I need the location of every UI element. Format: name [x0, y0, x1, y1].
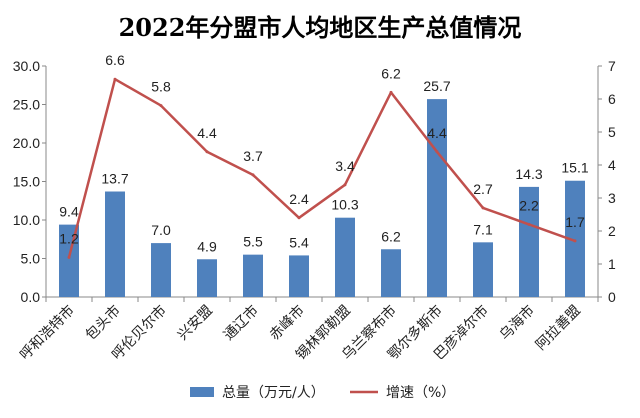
line-point — [159, 104, 163, 108]
y-left-tick-label: 30.0 — [13, 58, 40, 74]
line-value-label: 2.2 — [519, 197, 539, 213]
line-value-label: 4.4 — [427, 125, 447, 141]
bar — [105, 191, 125, 297]
category-label: 乌海市 — [496, 302, 538, 344]
bar-value-label: 5.5 — [243, 234, 263, 250]
bar-value-label: 6.2 — [381, 228, 401, 244]
growth-line — [67, 77, 576, 258]
line-point — [435, 150, 439, 154]
axes: 0.0 5.0 10.0 15.0 20.0 25.0 30.0 0 1 2 3 4 5 6 7 — [13, 58, 616, 305]
bar — [289, 255, 309, 297]
line-point — [481, 206, 485, 210]
bar — [197, 259, 217, 297]
line-value-label: 2.7 — [473, 181, 493, 197]
bar-value-label: 7.0 — [151, 222, 171, 238]
category-label: 通辽市 — [220, 302, 262, 344]
bar-value-label: 25.7 — [423, 78, 450, 94]
line-value-label: 2.4 — [289, 191, 309, 207]
category-label: 包头市 — [82, 302, 124, 344]
legend-line-label: 增速（%） — [386, 385, 455, 401]
legend-bar-swatch — [190, 387, 214, 397]
line-point — [389, 90, 393, 94]
category-label: 赤峰市 — [266, 302, 308, 344]
category-label: 呼和浩特市 — [16, 302, 78, 364]
y-left-tick-label: 0.0 — [21, 289, 41, 305]
line-point — [67, 255, 71, 259]
y-left-tick-label: 20.0 — [13, 135, 40, 151]
bar — [335, 217, 355, 297]
line-point — [297, 216, 301, 220]
y-right-tick-label: 3 — [608, 190, 616, 206]
y-right-tick-label: 4 — [608, 157, 616, 173]
bar — [381, 249, 401, 297]
line-point — [205, 150, 209, 154]
line-point — [113, 77, 117, 81]
bar — [427, 99, 447, 297]
y-left-tick-label: 10.0 — [13, 212, 40, 228]
bar-value-label: 14.3 — [515, 166, 542, 182]
y-right-tick-label: 7 — [608, 58, 616, 74]
line-value-label: 1.2 — [59, 230, 79, 246]
bar-value-label: 13.7 — [101, 171, 128, 187]
y-left-tick-label: 15.0 — [13, 174, 40, 190]
y-right-tick-label: 2 — [608, 223, 616, 239]
line-point — [343, 183, 347, 187]
bar-value-label: 7.1 — [473, 221, 493, 237]
line-value-label: 6.2 — [381, 65, 401, 81]
line-value-label: 3.4 — [335, 158, 355, 174]
bar — [473, 242, 493, 297]
chart-title: 2022年分盟市人均地区生产总值情况 — [119, 13, 522, 42]
line-value-label: 1.7 — [565, 214, 585, 230]
y-left-tick-label: 25.0 — [13, 97, 40, 113]
bar — [151, 243, 171, 297]
bar-value-label: 15.1 — [561, 160, 588, 176]
y-right-tick-label: 6 — [608, 91, 616, 107]
y-right-tick-label: 1 — [608, 256, 616, 272]
line-series — [67, 77, 577, 259]
y-left-tick-label: 5.0 — [21, 251, 41, 267]
line-point — [527, 222, 531, 226]
legend: 总量（万元/人） 增速（%） — [190, 385, 455, 401]
bar-value-label: 9.4 — [59, 204, 79, 220]
bar — [243, 254, 263, 297]
legend-bar-label: 总量（万元/人） — [222, 385, 325, 401]
category-label: 兴安盟 — [175, 303, 216, 344]
bar-value-label: 10.3 — [331, 197, 358, 213]
line-value-label: 3.7 — [243, 148, 263, 164]
bar — [565, 180, 585, 297]
line-point — [251, 173, 255, 177]
bar — [519, 186, 539, 297]
category-label: 阿拉善盟 — [533, 303, 584, 354]
line-point — [573, 239, 577, 243]
bar-value-label: 5.4 — [289, 234, 309, 250]
line-value-label: 5.8 — [151, 79, 171, 95]
data-labels: 9.4 13.7 7.0 4.9 5.5 5.4 10.3 6.2 25.7 7.1 14.3 15.… — [59, 52, 589, 254]
line-value-label: 6.6 — [105, 52, 125, 68]
bar-series — [59, 99, 585, 297]
line-value-label: 4.4 — [197, 125, 217, 141]
bar-value-label: 4.9 — [197, 238, 217, 254]
y-right-tick-label: 5 — [608, 124, 616, 140]
y-right-tick-label: 0 — [608, 289, 616, 305]
